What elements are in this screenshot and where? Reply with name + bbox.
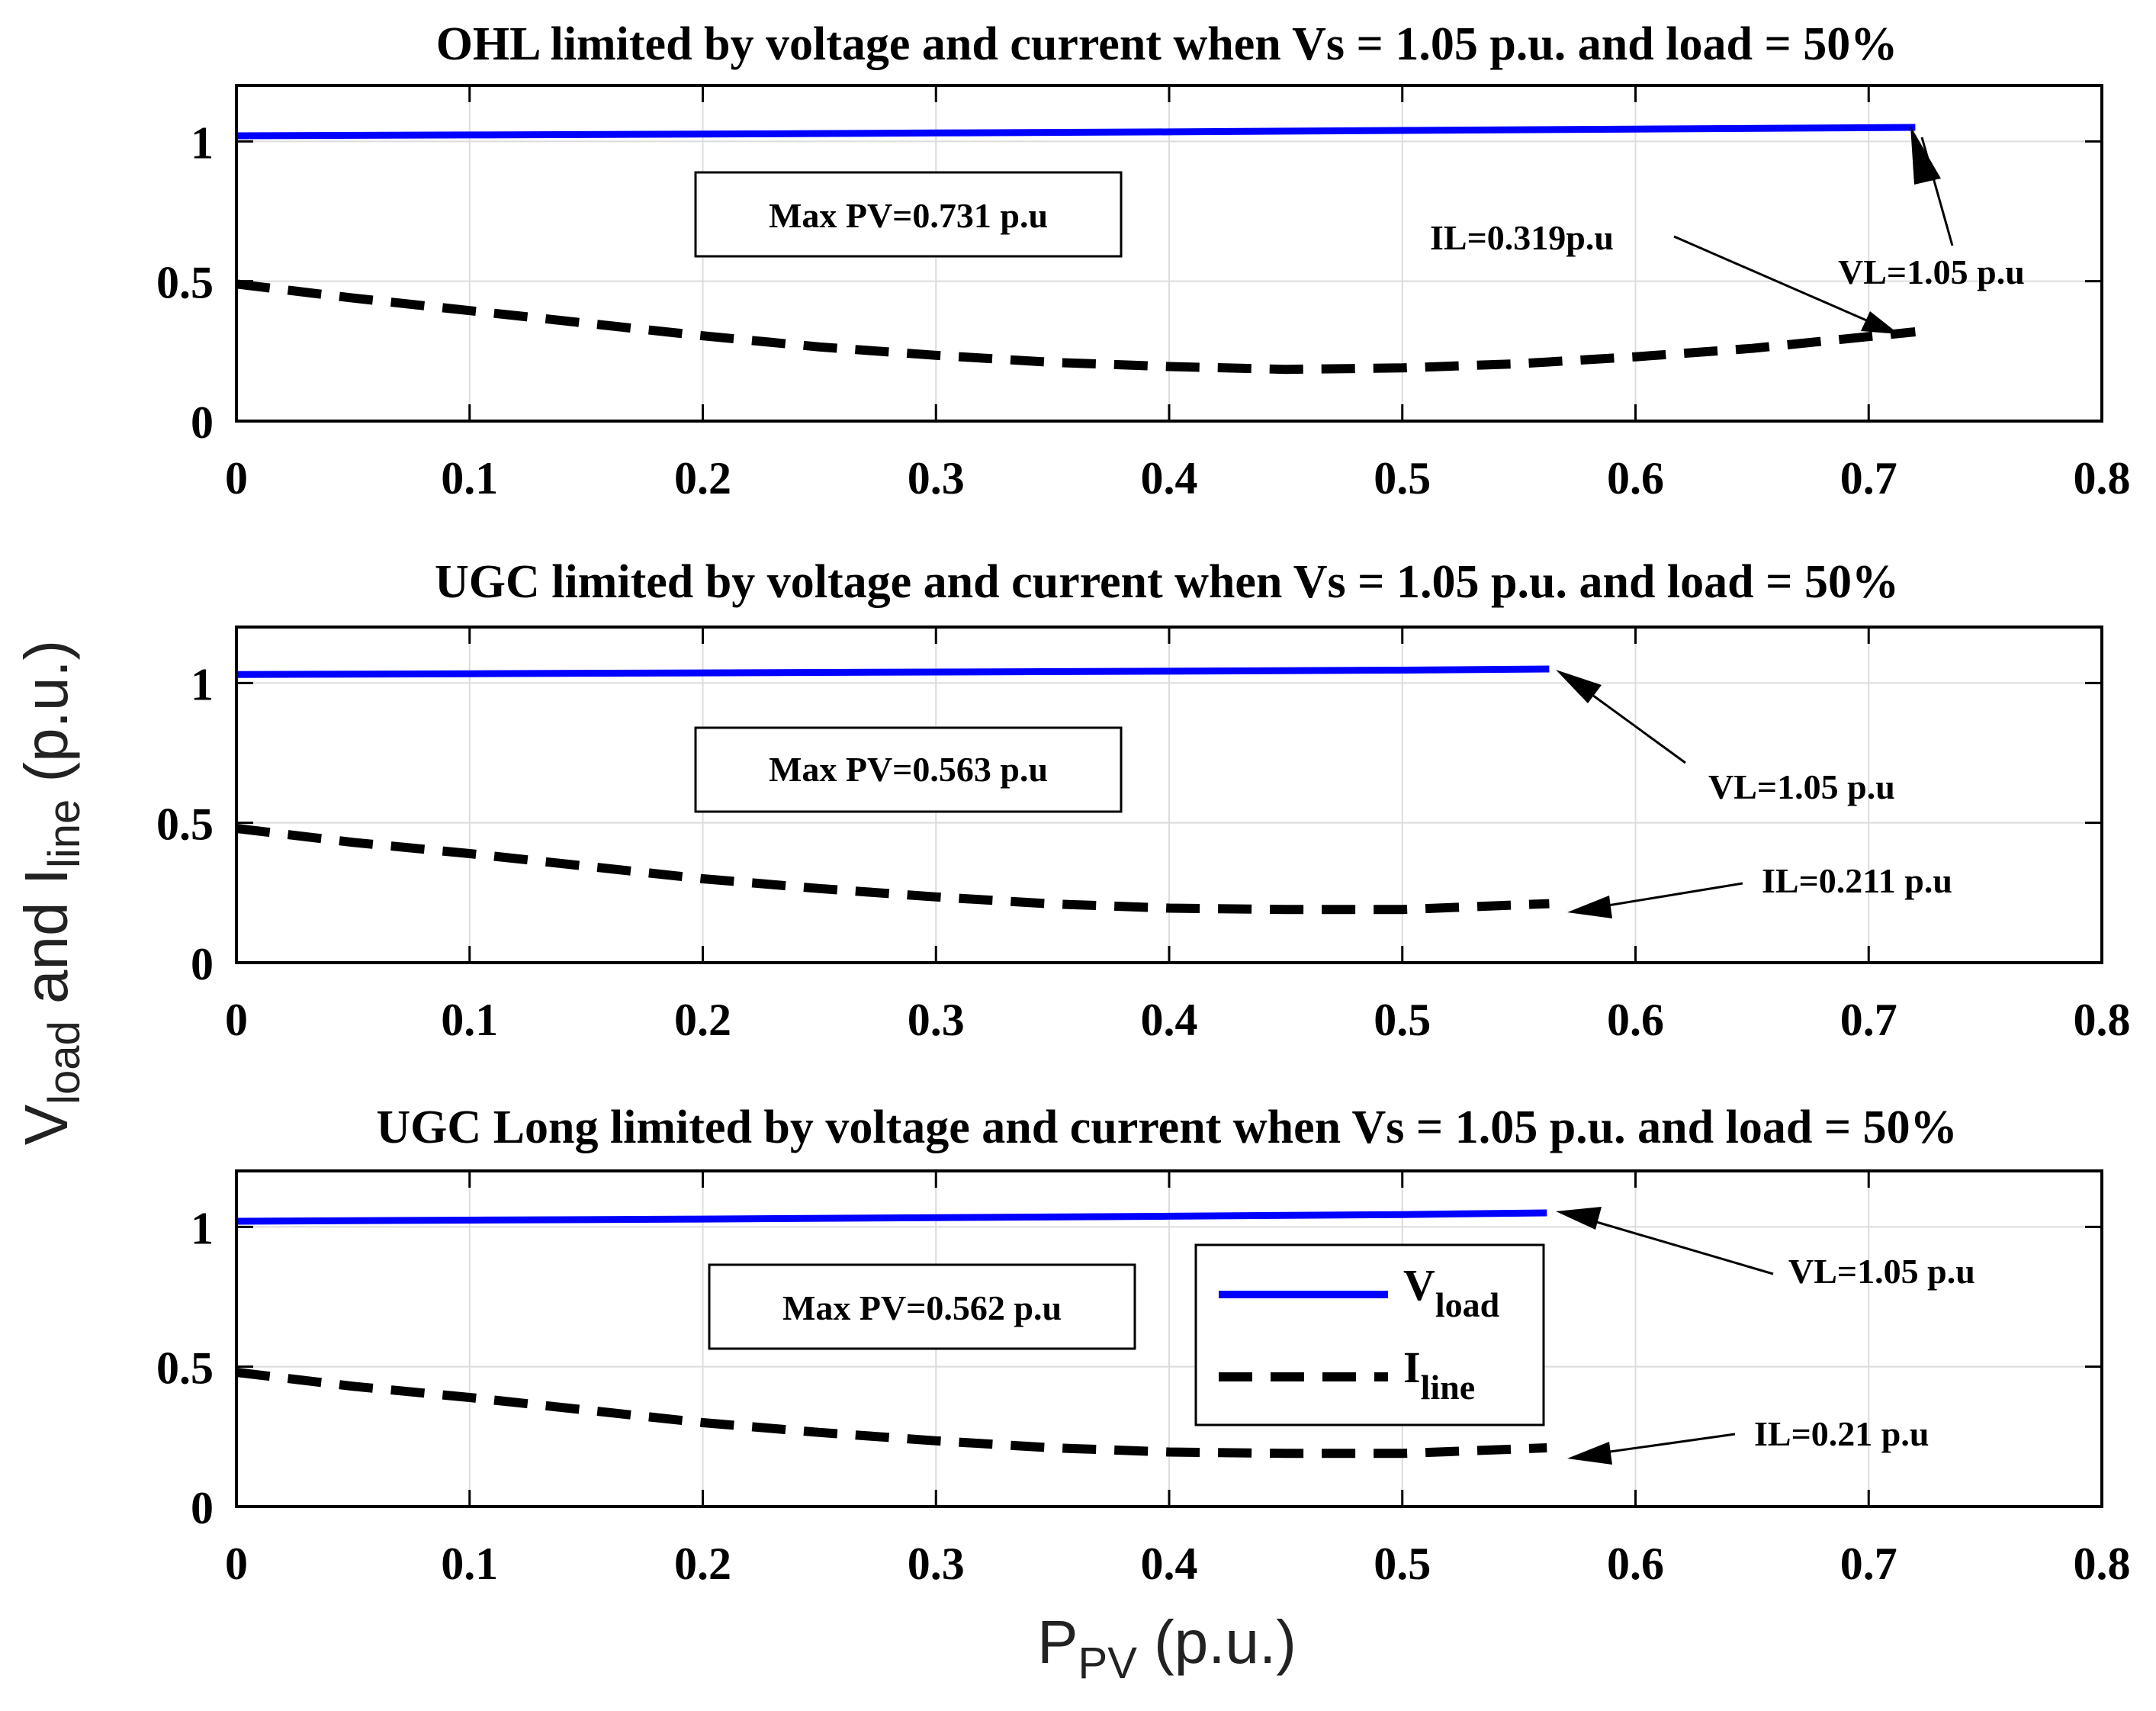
y-label-i-sub: line (40, 799, 89, 868)
subplot-title: UGC Long limited by voltage and current … (376, 1102, 1957, 1153)
annotation-box-text: Max PV=0.731 p.u (769, 196, 1048, 235)
x-tick-label: 0 (225, 995, 248, 1045)
x-tick-label: 0.8 (2074, 1539, 2131, 1589)
y-label-v: V (12, 1104, 80, 1145)
tick-labels: 0 0.1 0.2 0.3 0.4 0.5 0.6 0.7 0.8 0 0.5 1 (156, 1171, 2131, 1589)
series-line-i-line (236, 279, 1917, 375)
subplot-title: OHL limited by voltage and current when … (436, 18, 1898, 70)
x-tick-label: 0.3 (908, 1539, 965, 1589)
series-line-i-line (236, 824, 1550, 915)
arrowhead-il (1861, 311, 1899, 334)
y-tick-label: 0 (191, 939, 214, 989)
y-tick-label: 0.5 (156, 1343, 214, 1394)
annotation-box-frame (708, 1263, 1136, 1350)
x-label-unit: (p.u.) (1137, 1608, 1296, 1676)
subplot-ohl: OHL limited by voltage and current when … (156, 18, 2131, 503)
max-pv-annotation-box: Max PV=0.563 p.u (694, 726, 1123, 813)
subplot-ugc-long: UGC Long limited by voltage and current … (156, 1102, 2131, 1589)
x-tick-label: 0 (225, 453, 248, 503)
series-line-v-load (236, 1209, 1547, 1225)
x-tick-label: 0.5 (1374, 1539, 1431, 1589)
annotation-box-frame (694, 726, 1123, 813)
x-tick-label: 0.4 (1141, 1539, 1198, 1589)
arrowhead-vl (1556, 670, 1602, 703)
x-tick-label: 0.2 (674, 453, 731, 503)
x-tick-label: 0.7 (1840, 995, 1897, 1045)
y-tick-label: 0.5 (156, 258, 214, 308)
subplot-ugc: UGC limited by voltage and current when … (156, 556, 2131, 1045)
annotation-box-text: Max PV=0.563 p.u (769, 750, 1048, 789)
annotation-vl: VL=1.05 p.u (1708, 767, 1895, 806)
annotation-arrow-vl (1586, 1217, 1774, 1275)
y-axis-label: Vload and Iline (p.u.) (12, 640, 89, 1145)
legend-frame (1194, 1243, 1545, 1426)
legend-entry-v-load: Vload (1219, 1260, 1500, 1324)
x-tick-label: 0.6 (1607, 1539, 1664, 1589)
series-group (236, 1209, 1547, 1459)
tick-labels: 0 0.1 0.2 0.3 0.4 0.5 0.6 0.7 0.8 0 0.5 1 (156, 85, 2131, 503)
annotation-arrow-il (1673, 235, 1888, 331)
legend-label-v-load: Vload (1403, 1260, 1500, 1324)
x-tick-label: 0.5 (1374, 453, 1431, 503)
series-group (236, 665, 1550, 915)
x-tick-label: 0.2 (674, 1539, 731, 1589)
x-tick-label: 0.7 (1840, 453, 1897, 503)
series-line-v-load (236, 124, 1916, 140)
x-tick-label: 0.3 (908, 995, 965, 1045)
y-tick-label: 0 (191, 397, 214, 448)
series-line-v-load (236, 665, 1550, 678)
x-label-sub: PV (1078, 1639, 1138, 1688)
arrowhead-vl (1910, 126, 1941, 185)
x-tick-label: 0.2 (674, 995, 731, 1045)
y-tick-label: 0.5 (156, 799, 214, 850)
subplot-title: UGC limited by voltage and current when … (435, 556, 1899, 608)
x-tick-label: 0.1 (441, 453, 498, 503)
x-tick-label: 0.1 (441, 995, 498, 1045)
y-label-unit: (p.u.) (12, 640, 80, 799)
annotation-arrow-vl (1578, 683, 1686, 764)
x-label-p: P (1037, 1608, 1078, 1676)
annotation-box-frame (694, 171, 1123, 258)
max-pv-annotation-box: Max PV=0.562 p.u (708, 1263, 1136, 1350)
annotation-il: IL=0.211 p.u (1762, 861, 1952, 900)
legend-label-i-line: Iline (1403, 1343, 1475, 1407)
x-tick-label: 0.8 (2074, 995, 2131, 1045)
y-label-mid: and I (12, 868, 80, 1021)
x-tick-label: 0 (225, 1539, 248, 1589)
annotation-arrow-il (1593, 1433, 1736, 1455)
legend-entry-i-line: Iline (1219, 1343, 1475, 1407)
annotation-vl: VL=1.05 p.u (1788, 1252, 1975, 1291)
max-pv-annotation-box: Max PV=0.731 p.u (694, 171, 1123, 258)
annotation-arrow-il (1593, 882, 1743, 909)
x-tick-label: 0.6 (1607, 453, 1664, 503)
legend: Vload Iline (1194, 1243, 1545, 1426)
y-tick-label: 1 (191, 117, 214, 168)
arrowhead-vl (1556, 1207, 1602, 1230)
y-tick-label: 1 (191, 1203, 214, 1253)
x-tick-label: 0.5 (1374, 995, 1431, 1045)
x-tick-label: 0.4 (1141, 453, 1198, 503)
arrowhead-il (1567, 896, 1612, 918)
x-tick-label: 0.7 (1840, 1539, 1897, 1589)
y-tick-label: 0 (191, 1483, 214, 1533)
series-group (236, 124, 1917, 375)
x-tick-label: 0.3 (908, 453, 965, 503)
arrowhead-il (1567, 1442, 1612, 1465)
x-axis-label: PPV (p.u.) (1037, 1608, 1296, 1688)
x-tick-label: 0.6 (1607, 995, 1664, 1045)
annotation-il: IL=0.21 p.u (1754, 1414, 1929, 1453)
annotation-vl: VL=1.05 p.u (1838, 252, 2025, 291)
y-label-v-sub: load (40, 1021, 89, 1105)
x-tick-label: 0.1 (441, 1539, 498, 1589)
annotation-box-text: Max PV=0.562 p.u (782, 1288, 1062, 1327)
x-tick-label: 0.8 (2074, 453, 2131, 503)
y-tick-label: 1 (191, 659, 214, 709)
series-line-i-line (236, 1368, 1547, 1459)
x-tick-label: 0.4 (1141, 995, 1198, 1045)
annotation-il: IL=0.319p.u (1430, 218, 1614, 257)
tick-labels: 0 0.1 0.2 0.3 0.4 0.5 0.6 0.7 0.8 0 0.5 1 (156, 627, 2131, 1045)
